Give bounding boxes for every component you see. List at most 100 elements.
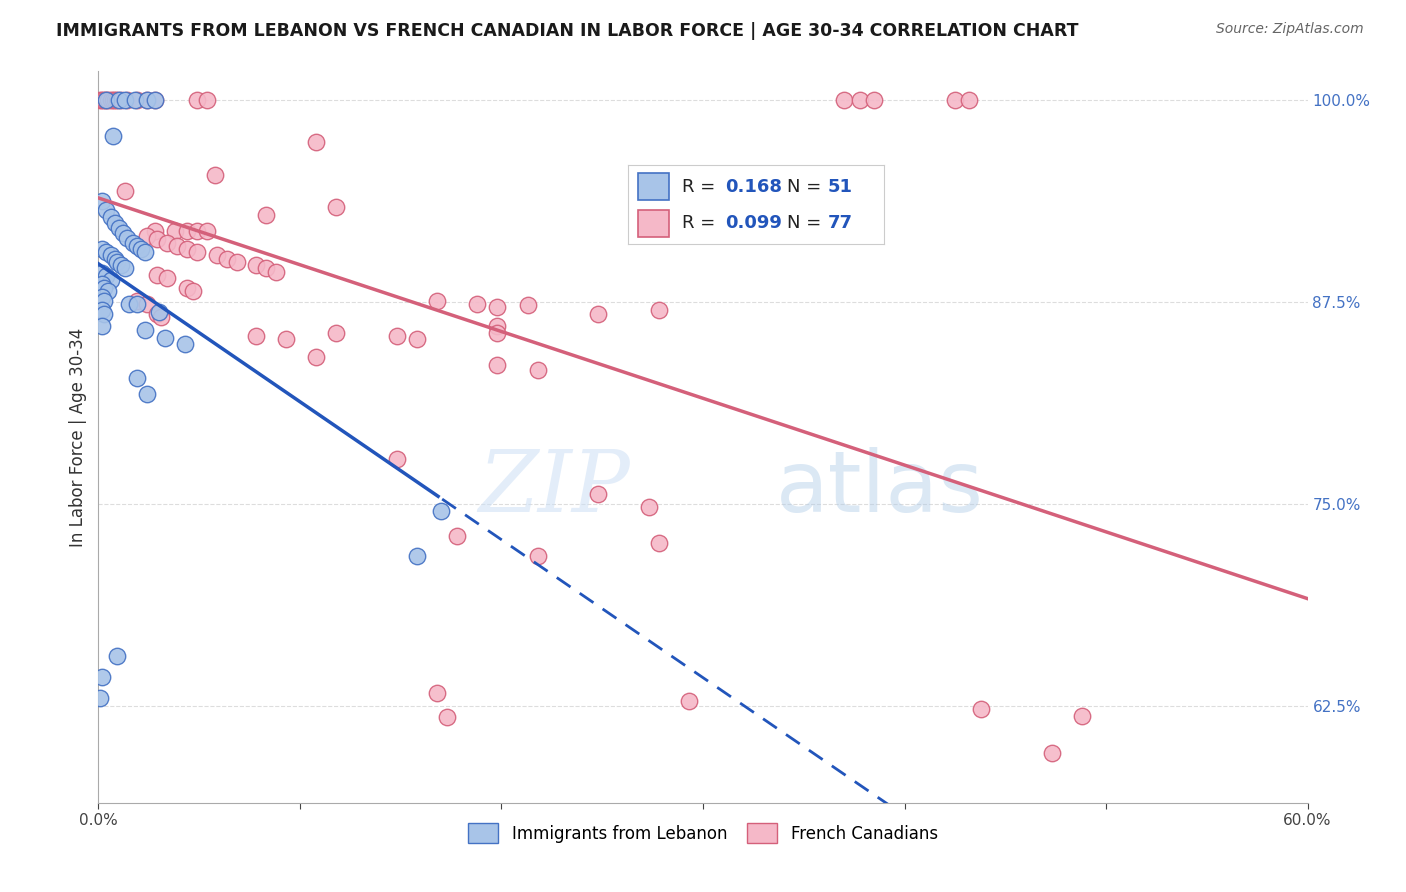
- Point: [274, 332, 297, 346]
- Point: [125, 293, 148, 308]
- Point: [91, 670, 114, 684]
- Point: [121, 235, 143, 250]
- Point: [176, 281, 198, 295]
- Point: [114, 94, 136, 108]
- Point: [970, 702, 993, 716]
- Point: [134, 245, 156, 260]
- Point: [146, 232, 169, 246]
- Point: [143, 224, 166, 238]
- Point: [103, 252, 125, 266]
- Point: [110, 258, 132, 272]
- Point: [586, 487, 609, 501]
- Point: [226, 255, 249, 269]
- Point: [100, 273, 122, 287]
- Point: [107, 221, 129, 235]
- Point: [305, 136, 328, 150]
- Point: [101, 128, 124, 143]
- Point: [186, 224, 208, 238]
- Point: [135, 94, 157, 108]
- Point: [110, 94, 132, 108]
- Point: [174, 337, 197, 351]
- Point: [115, 230, 138, 244]
- Point: [195, 94, 218, 108]
- Point: [135, 94, 157, 108]
- Point: [91, 194, 114, 208]
- Point: [91, 319, 114, 334]
- Point: [385, 451, 408, 466]
- Point: [129, 242, 152, 256]
- FancyBboxPatch shape: [638, 173, 669, 200]
- Point: [465, 297, 488, 311]
- Point: [943, 94, 966, 108]
- Point: [89, 690, 111, 705]
- Point: [114, 261, 136, 276]
- Point: [678, 694, 700, 708]
- Point: [486, 326, 509, 340]
- Point: [1070, 708, 1092, 723]
- Point: [93, 281, 115, 295]
- Point: [446, 529, 468, 543]
- Text: 0.099: 0.099: [725, 214, 782, 232]
- Point: [245, 258, 267, 272]
- Point: [186, 94, 208, 108]
- Point: [111, 226, 134, 240]
- Point: [118, 297, 141, 311]
- Point: [148, 305, 170, 319]
- Point: [135, 229, 157, 244]
- Point: [143, 94, 166, 108]
- Point: [114, 184, 136, 198]
- FancyBboxPatch shape: [638, 210, 669, 236]
- Point: [146, 307, 169, 321]
- Text: 0.168: 0.168: [725, 178, 782, 195]
- Point: [426, 686, 449, 700]
- Point: [426, 293, 449, 308]
- Point: [217, 252, 239, 266]
- Point: [100, 94, 122, 108]
- Point: [436, 710, 458, 724]
- Point: [254, 261, 277, 276]
- Point: [647, 303, 669, 318]
- Text: atlas: atlas: [776, 447, 984, 530]
- Point: [325, 326, 347, 340]
- Point: [325, 200, 347, 214]
- Point: [166, 238, 188, 252]
- Point: [93, 307, 115, 321]
- Point: [105, 94, 128, 108]
- Point: [586, 307, 609, 321]
- Point: [124, 94, 146, 108]
- Point: [105, 648, 128, 663]
- Point: [156, 271, 179, 285]
- Point: [100, 210, 122, 224]
- Point: [207, 248, 229, 262]
- Point: [125, 371, 148, 385]
- Point: [125, 297, 148, 311]
- Point: [143, 94, 166, 108]
- Point: [91, 242, 114, 256]
- Point: [516, 298, 538, 312]
- Point: [96, 94, 118, 108]
- Point: [176, 224, 198, 238]
- Text: ZIP: ZIP: [478, 447, 630, 530]
- Point: [637, 500, 659, 515]
- Point: [647, 536, 669, 550]
- Point: [91, 94, 114, 108]
- Point: [305, 350, 328, 364]
- Point: [96, 245, 118, 260]
- Point: [163, 224, 186, 238]
- Legend: Immigrants from Lebanon, French Canadians: Immigrants from Lebanon, French Canadian…: [461, 817, 945, 849]
- Point: [103, 216, 125, 230]
- Point: [486, 300, 509, 314]
- Point: [385, 329, 408, 343]
- Point: [89, 94, 111, 108]
- Point: [957, 94, 980, 108]
- Point: [526, 363, 548, 377]
- Point: [176, 242, 198, 256]
- Point: [430, 503, 453, 517]
- Point: [486, 358, 509, 372]
- Point: [91, 266, 114, 280]
- Text: 77: 77: [828, 214, 852, 232]
- Point: [405, 332, 427, 346]
- Point: [91, 290, 114, 304]
- Point: [125, 238, 148, 252]
- Point: [97, 284, 120, 298]
